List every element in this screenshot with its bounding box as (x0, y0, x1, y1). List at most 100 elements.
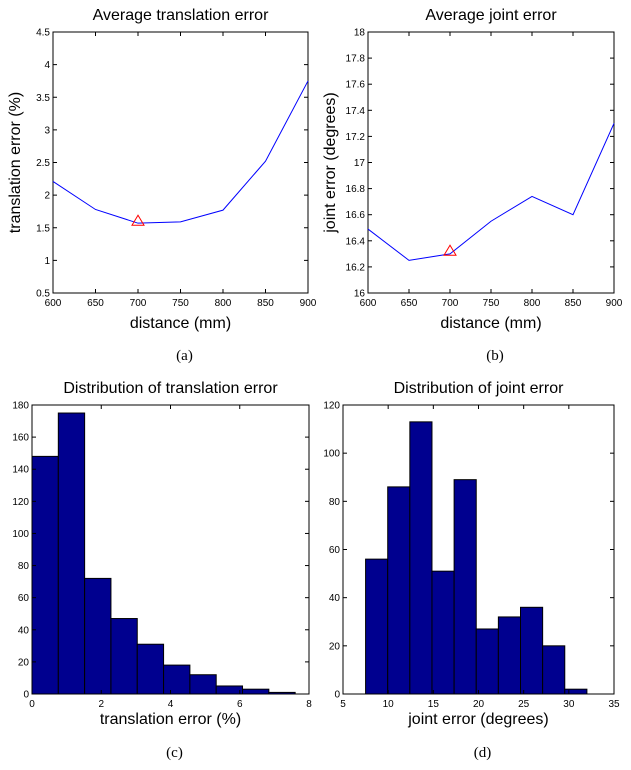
chart-d-xlabel: joint error (degrees) (407, 711, 549, 728)
chart-a-marker-triangle (131, 214, 145, 226)
chart-a-ylabel: translation error (%) (7, 92, 24, 233)
chart-a-xtick-label-3: 750 (172, 298, 189, 309)
chart-a-xtick-label-5: 850 (257, 298, 274, 309)
chart-c-xtick-label-3: 6 (237, 699, 243, 710)
chart-b-xtick-label-0: 600 (360, 298, 377, 309)
chart-c-ytick-label-5: 100 (12, 529, 29, 540)
chart-a-ytick-label-4: 2.5 (36, 158, 50, 169)
chart-b-caption: (b) (486, 348, 504, 364)
chart-c-bar-2 (84, 577, 112, 695)
chart-d-xtick-label-4: 25 (518, 699, 530, 710)
chart-c-ytick-label-4: 80 (18, 561, 30, 572)
chart-a-series-line (52, 80, 309, 224)
chart-d-ytick-label-3: 60 (329, 545, 341, 556)
chart-d-bar-4 (453, 479, 477, 695)
chart-d-bar-9 (564, 688, 588, 695)
chart-a-xtick-label-6: 900 (300, 298, 317, 309)
chart-d-xtick-label-1: 10 (383, 699, 395, 710)
chart-b-series-line (367, 123, 615, 261)
chart-a-title: Average translation error (93, 7, 269, 24)
chart-b-xtick-label-4: 800 (524, 298, 541, 309)
chart-c-bar-0 (31, 455, 59, 695)
chart-c-caption: (c) (166, 745, 183, 761)
chart-c-title: Distribution of translation error (63, 380, 278, 397)
chart-b-xtick-label-2: 700 (442, 298, 459, 309)
chart-c-xtick-label-2: 4 (168, 699, 174, 710)
chart-c-bar-4 (136, 643, 165, 695)
chart-b-plot-frame (367, 31, 615, 294)
chart-a-ytick-label-2: 1.5 (36, 223, 50, 234)
chart-b-xtick-label-3: 750 (483, 298, 500, 309)
chart-d-bar-0 (365, 558, 389, 695)
chart-a-ytick-label-6: 3.5 (36, 93, 50, 104)
chart-b-ytick-label-8: 17.6 (346, 80, 366, 91)
chart-c-bar-6 (189, 674, 217, 695)
chart-d-bar-1 (387, 486, 411, 695)
chart-b-ytick-label-2: 16.4 (346, 236, 366, 247)
chart-c-bar-1 (57, 412, 86, 695)
chart-d-title: Distribution of joint error (394, 380, 565, 397)
chart-b-ytick-label-0: 16 (354, 289, 366, 300)
chart-c-xtick-label-4: 8 (306, 699, 312, 710)
chart-d-bar-5 (475, 628, 499, 695)
chart-b-ytick-label-9: 17.8 (346, 54, 366, 65)
chart-a-plot-frame (52, 31, 309, 294)
chart-d-xtick-label-3: 20 (473, 699, 485, 710)
chart-a-xtick-label-1: 650 (87, 298, 104, 309)
chart-b-ylabel: joint error (degrees) (322, 92, 339, 234)
chart-a-ytick-label-8: 4.5 (36, 28, 50, 39)
chart-d-ytick-label-0: 0 (334, 690, 340, 701)
chart-b-ytick-label-6: 17.2 (346, 132, 366, 143)
chart-d-ytick-label-5: 100 (323, 449, 340, 460)
chart-d-xtick-label-5: 30 (563, 699, 575, 710)
chart-c-ytick-label-9: 180 (12, 401, 29, 412)
chart-d-ytick-label-2: 40 (329, 593, 341, 604)
chart-c-ytick-label-6: 120 (12, 497, 29, 508)
chart-c-ytick-label-1: 20 (18, 657, 30, 668)
chart-d-xtick-label-0: 5 (340, 699, 346, 710)
chart-c-bar-8 (242, 688, 270, 695)
chart-d-bar-3 (431, 570, 455, 695)
chart-b-ytick-label-1: 16.2 (346, 262, 366, 273)
chart-b-ytick-label-5: 17 (354, 158, 366, 169)
chart-a-xtick-label-0: 600 (45, 298, 62, 309)
chart-c-ytick-label-3: 60 (18, 593, 30, 604)
chart-c-bar-7 (215, 685, 244, 695)
chart-b-xtick-label-1: 650 (401, 298, 418, 309)
chart-a-ytick-label-0: 0.5 (36, 289, 50, 300)
chart-b-ytick-label-3: 16.6 (346, 210, 366, 221)
chart-d-bar-6 (497, 616, 522, 695)
chart-b-xtick-label-6: 900 (606, 298, 623, 309)
chart-c-bar-3 (110, 618, 138, 695)
chart-b-marker-triangle (443, 244, 457, 256)
chart-c-ytick-label-2: 40 (18, 625, 30, 636)
chart-d-bar-2 (409, 421, 433, 695)
chart-c-ytick-label-7: 140 (12, 465, 29, 476)
chart-a-xlabel: distance (mm) (130, 315, 231, 332)
chart-d-bar-7 (520, 606, 544, 695)
chart-a-xtick-label-2: 700 (130, 298, 147, 309)
chart-d-xtick-label-2: 15 (428, 699, 440, 710)
chart-c-xtick-label-0: 0 (29, 699, 35, 710)
chart-c-bar-5 (163, 664, 191, 695)
chart-a-ytick-label-5: 3 (44, 125, 50, 136)
chart-c-ytick-label-8: 160 (12, 433, 29, 444)
chart-a-ytick-label-1: 1 (44, 256, 50, 267)
chart-a-caption: (a) (176, 348, 193, 364)
chart-d-ytick-label-1: 20 (329, 641, 341, 652)
chart-a-ytick-label-7: 4 (44, 60, 50, 71)
chart-d-caption: (d) (474, 745, 492, 761)
chart-b-xtick-label-5: 850 (565, 298, 582, 309)
chart-b-ytick-label-10: 18 (354, 28, 366, 39)
chart-b-ytick-label-7: 17.4 (346, 106, 366, 117)
chart-d-ytick-label-6: 120 (323, 401, 340, 412)
chart-b-title: Average joint error (425, 7, 557, 24)
chart-c-ytick-label-0: 0 (23, 690, 29, 701)
chart-b-xlabel: distance (mm) (440, 315, 541, 332)
chart-b-ytick-label-4: 16.8 (346, 184, 366, 195)
chart-d-xtick-label-6: 35 (608, 699, 620, 710)
chart-a-xtick-label-4: 800 (215, 298, 232, 309)
chart-a-ytick-label-3: 2 (44, 191, 50, 202)
chart-c-xlabel: translation error (%) (100, 711, 241, 728)
